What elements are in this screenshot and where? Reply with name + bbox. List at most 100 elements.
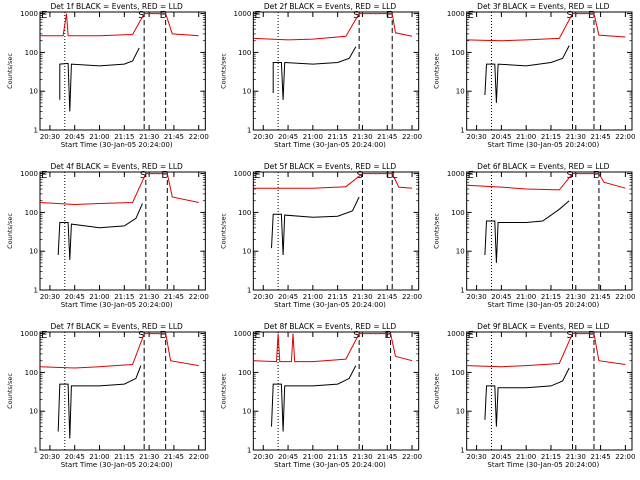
y-tick-label: 1 xyxy=(34,287,38,295)
x-tick-label: 22:00 xyxy=(402,453,422,461)
x-axis-label: Start Time (30-Jan-05 20:24:00) xyxy=(274,301,386,309)
plot-frame xyxy=(252,11,420,131)
x-axis-label: Start Time (30-Jan-05 20:24:00) xyxy=(487,461,599,469)
x-tick-label: 22:00 xyxy=(615,133,635,141)
x-tick-label: 20:45 xyxy=(65,293,85,301)
marker-label: S xyxy=(138,330,144,341)
y-tick-label: 100 xyxy=(451,369,464,377)
chart-panel: Det 3f BLACK = Events, RED = LLD 1 10 100 10… xyxy=(433,2,636,149)
y-tick-label: 10 xyxy=(29,248,38,256)
marker-label: E xyxy=(588,10,594,21)
chart-panel: Det 5f BLACK = Events, RED = LLD 1 10 100 10… xyxy=(219,162,422,309)
series-line-events xyxy=(484,200,570,263)
x-tick-label: 20:30 xyxy=(40,453,60,461)
x-tick-label: 21:45 xyxy=(377,133,397,141)
marker-label: S xyxy=(566,10,572,21)
x-tick-label: 20:30 xyxy=(466,133,486,141)
x-tick-label: 21:00 xyxy=(303,133,323,141)
series-line-lld xyxy=(253,13,413,41)
marker-label: E xyxy=(161,170,167,181)
y-axis-label: Counts/sec xyxy=(433,53,441,89)
y-tick-label: 100 xyxy=(451,209,464,217)
x-tick-label: 20:45 xyxy=(65,453,85,461)
marker-label: E xyxy=(160,10,166,21)
chart-panel: Det 9f BLACK = Events, RED = LLD 1 10 100 10… xyxy=(433,322,636,469)
x-tick-label: 22:00 xyxy=(189,293,209,301)
chart-panel: Det 1f BLACK = Events, RED = LLD 1 10 100 10… xyxy=(6,2,209,149)
y-axis-label: Counts/sec xyxy=(219,373,227,409)
y-tick-label: 10 xyxy=(456,88,465,96)
x-axis-label: Start Time (30-Jan-05 20:24:00) xyxy=(274,141,386,149)
marker-label: S xyxy=(353,330,359,341)
x-tick-label: 20:45 xyxy=(278,133,298,141)
series-line-lld xyxy=(39,333,199,369)
marker-label: E xyxy=(41,170,47,181)
y-axis-label: Counts/sec xyxy=(219,213,227,249)
x-tick-label: 22:00 xyxy=(402,133,422,141)
x-tick-label: 21:15 xyxy=(541,133,561,141)
x-tick-label: 20:30 xyxy=(253,293,273,301)
y-tick-label: 100 xyxy=(238,369,251,377)
chart-title: Det 7f BLACK = Events, RED = LLD xyxy=(51,322,184,331)
marker-label: LL xyxy=(386,170,398,181)
series-line-lld xyxy=(466,173,626,191)
plot-frame xyxy=(466,331,633,451)
x-tick-label: 20:45 xyxy=(278,453,298,461)
series-line-events xyxy=(59,47,140,112)
x-tick-label: 21:15 xyxy=(541,293,561,301)
chart-title: Det 3f BLACK = Events, RED = LLD xyxy=(477,2,610,11)
x-tick-label: 20:45 xyxy=(278,293,298,301)
plot-frame xyxy=(39,331,206,451)
y-axis-label: Counts/sec xyxy=(6,373,14,409)
y-tick-label: 1000 xyxy=(234,10,252,18)
series-line-events xyxy=(57,365,142,439)
x-tick-label: 21:30 xyxy=(139,133,159,141)
x-tick-label: 21:00 xyxy=(303,453,323,461)
x-axis-label: Start Time (30-Jan-05 20:24:00) xyxy=(61,461,173,469)
marker-label: E xyxy=(593,170,599,181)
marker-label: E xyxy=(468,10,474,21)
x-tick-label: 21:30 xyxy=(139,293,159,301)
y-tick-label: 1000 xyxy=(447,10,465,18)
x-tick-label: 21:00 xyxy=(89,133,109,141)
y-axis-label: Counts/sec xyxy=(433,213,441,249)
y-tick-label: 1 xyxy=(247,127,251,135)
y-tick-label: 10 xyxy=(456,248,465,256)
y-tick-label: 10 xyxy=(242,88,251,96)
x-tick-label: 22:00 xyxy=(189,133,209,141)
y-tick-label: 1 xyxy=(460,287,464,295)
series-line-lld xyxy=(253,173,413,189)
series-line-events xyxy=(484,45,570,103)
x-tick-label: 20:45 xyxy=(65,133,85,141)
x-axis-label: Start Time (30-Jan-05 20:24:00) xyxy=(61,301,173,309)
marker-label: S xyxy=(140,170,146,181)
chart-panel: Det 6f BLACK = Events, RED = LLD 1 10 100 10… xyxy=(433,162,636,309)
y-tick-label: 10 xyxy=(456,408,465,416)
plot-frame xyxy=(252,331,420,451)
series-line-lld xyxy=(253,333,413,363)
y-axis-label: Counts/sec xyxy=(433,373,441,409)
x-tick-label: 21:30 xyxy=(566,133,586,141)
marker-label: E xyxy=(254,170,260,181)
y-tick-label: 100 xyxy=(238,49,251,57)
x-tick-label: 21:00 xyxy=(89,293,109,301)
y-tick-label: 1 xyxy=(247,447,251,455)
plot-frame xyxy=(466,171,633,291)
x-tick-label: 22:00 xyxy=(189,453,209,461)
y-tick-label: 100 xyxy=(25,369,38,377)
marker-label: S xyxy=(353,10,359,21)
x-tick-label: 21:30 xyxy=(352,133,372,141)
y-tick-label: 1000 xyxy=(234,330,252,338)
x-tick-label: 21:30 xyxy=(566,293,586,301)
marker-label: E xyxy=(588,330,594,341)
x-tick-label: 21:45 xyxy=(164,293,184,301)
y-tick-label: 1 xyxy=(247,287,251,295)
x-tick-label: 21:30 xyxy=(139,453,159,461)
y-tick-label: 10 xyxy=(29,408,38,416)
x-tick-label: 21:30 xyxy=(352,293,372,301)
x-tick-label: 20:30 xyxy=(253,133,273,141)
chart-panel: Det 4f BLACK = Events, RED = LLD 1 10 100 10… xyxy=(6,162,209,309)
plot-frame xyxy=(252,171,420,291)
x-tick-label: 20:30 xyxy=(466,453,486,461)
y-axis-label: Counts/sec xyxy=(6,213,14,249)
